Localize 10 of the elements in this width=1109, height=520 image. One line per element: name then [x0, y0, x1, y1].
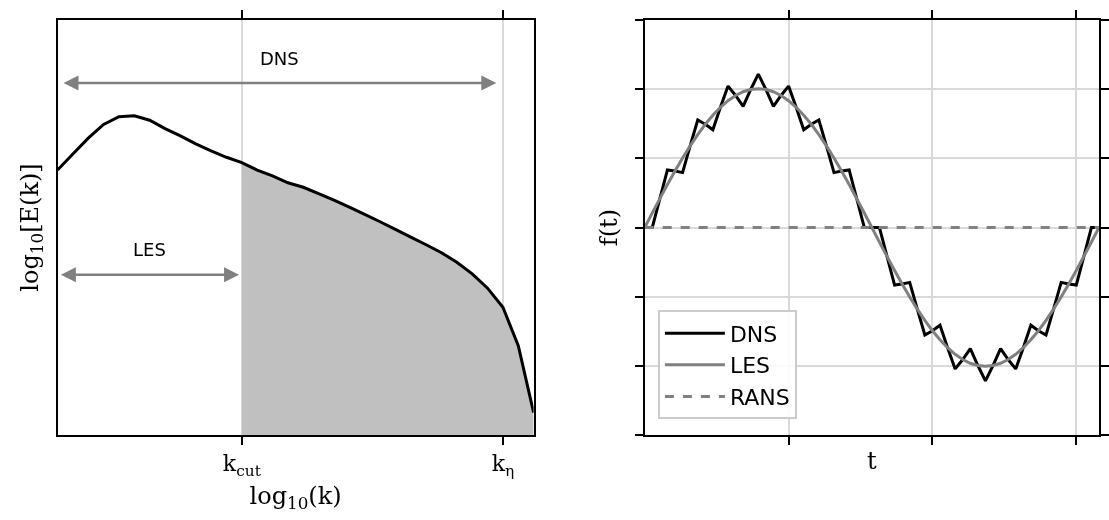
legend-label: RANS — [729, 384, 790, 410]
legend-label: LES — [729, 353, 771, 379]
x-axis-title: t — [867, 446, 878, 475]
x-tick-label: k$_{η}$ — [491, 451, 515, 481]
text: DNS — [260, 48, 299, 69]
legend-label: DNS — [729, 321, 778, 347]
y-axis-title: f(t) — [595, 208, 624, 247]
x-axis-title: log$_{10}$(k) — [249, 481, 342, 513]
annotation: LES — [133, 239, 166, 260]
x-tick-label: k$_{cut}$ — [222, 451, 262, 481]
